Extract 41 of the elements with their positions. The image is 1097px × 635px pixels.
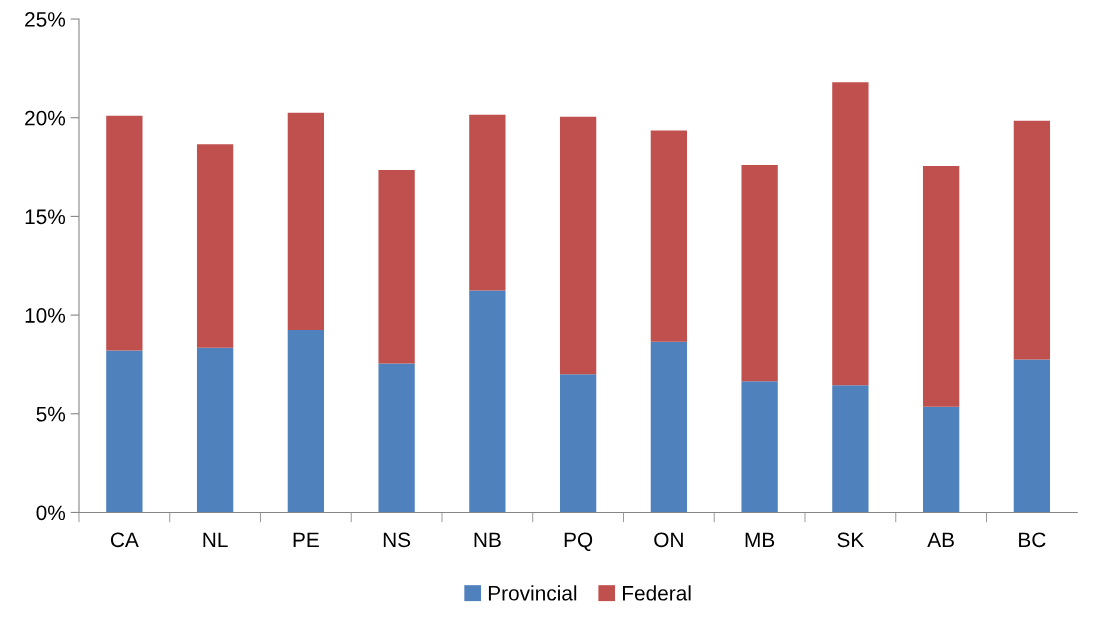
bar bbox=[106, 350, 143, 513]
bar bbox=[559, 374, 597, 513]
y-tick-label: 10% bbox=[25, 308, 66, 323]
y-tick-label: 25% bbox=[25, 12, 66, 27]
bar bbox=[650, 341, 688, 513]
bar bbox=[196, 347, 234, 513]
x-tick-label: NL bbox=[203, 532, 228, 547]
y-tick-label: 15% bbox=[25, 209, 66, 225]
x-tick-label: CA bbox=[110, 532, 139, 548]
x-tick-label: MB bbox=[745, 532, 775, 547]
bar bbox=[469, 114, 506, 291]
bar bbox=[832, 82, 869, 386]
x-tick-label: PQ bbox=[564, 532, 593, 551]
x-tick-label: AB bbox=[927, 532, 954, 547]
legend-label: Federal bbox=[623, 585, 691, 601]
bar bbox=[741, 381, 778, 513]
x-tick-label: SK bbox=[837, 532, 865, 548]
x-tick-label: NS bbox=[383, 532, 411, 548]
bar bbox=[287, 329, 325, 513]
y-tick-label: 20% bbox=[25, 110, 66, 126]
bar bbox=[922, 406, 960, 513]
bar bbox=[741, 165, 778, 382]
y-tick-label: 0% bbox=[36, 505, 66, 521]
legend-label: Provincial bbox=[488, 585, 577, 601]
bar bbox=[1013, 120, 1051, 360]
bar bbox=[106, 115, 143, 351]
x-tick-label: BC bbox=[1019, 532, 1046, 548]
y-tick-label: 5% bbox=[36, 406, 66, 422]
bar bbox=[378, 363, 415, 513]
bar bbox=[196, 144, 234, 348]
bar bbox=[378, 170, 415, 364]
bar bbox=[469, 290, 506, 513]
x-tick-label: PE bbox=[293, 532, 319, 547]
bar bbox=[559, 116, 597, 375]
bar bbox=[832, 385, 869, 513]
bar bbox=[922, 166, 960, 407]
x-tick-label: NB bbox=[474, 532, 501, 547]
bar bbox=[650, 130, 688, 342]
bar bbox=[287, 112, 325, 330]
x-tick-label: ON bbox=[654, 532, 683, 548]
bar bbox=[1013, 359, 1051, 513]
